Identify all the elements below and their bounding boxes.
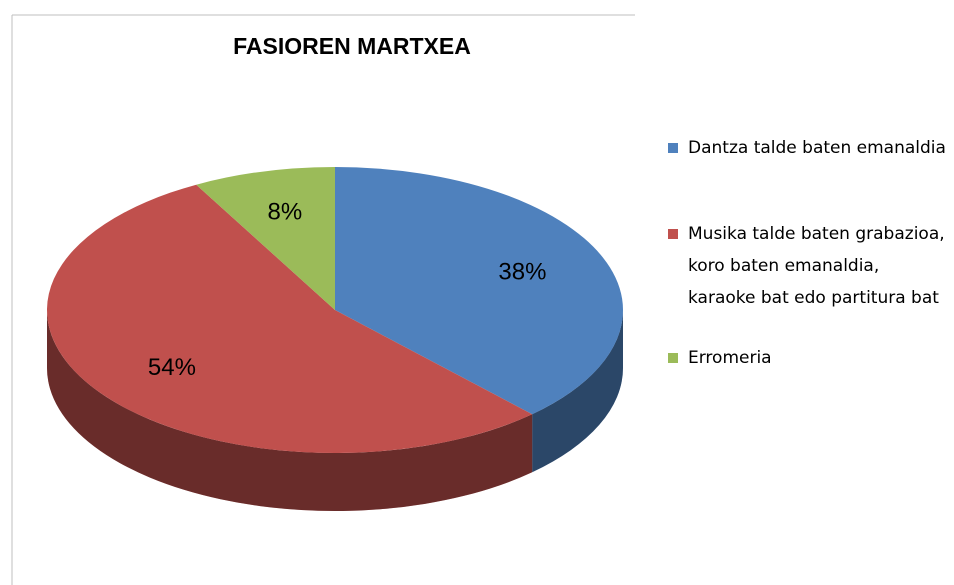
slice — [196, 167, 335, 310]
slice-side-shade — [46, 310, 533, 512]
data-label: 8% — [268, 198, 303, 225]
legend-label: Erromeria — [688, 348, 772, 368]
slice — [46, 184, 533, 454]
slice — [335, 167, 623, 415]
legend-swatch — [668, 353, 678, 363]
legend-swatch — [668, 143, 678, 153]
legend-label: Musika talde baten grabazioa, koro baten… — [688, 224, 945, 308]
legend-entry: Dantza talde baten emanaldia — [666, 132, 946, 164]
legend-entry: Musika talde baten grabazioa, koro baten… — [666, 218, 946, 314]
legend: Dantza talde baten emanaldia Musika talde… — [666, 132, 946, 374]
legend-entry: Erromeria — [666, 342, 946, 374]
slice-side — [46, 310, 533, 512]
legend-label: Dantza talde baten emanaldia — [688, 138, 946, 158]
data-label: 54% — [148, 354, 196, 381]
chart-title: FASIOREN MARTXEA — [233, 33, 471, 59]
slice-side — [532, 310, 623, 473]
slice-side-shade — [532, 310, 623, 473]
legend-swatch — [668, 229, 678, 239]
data-label: 38% — [498, 258, 546, 285]
